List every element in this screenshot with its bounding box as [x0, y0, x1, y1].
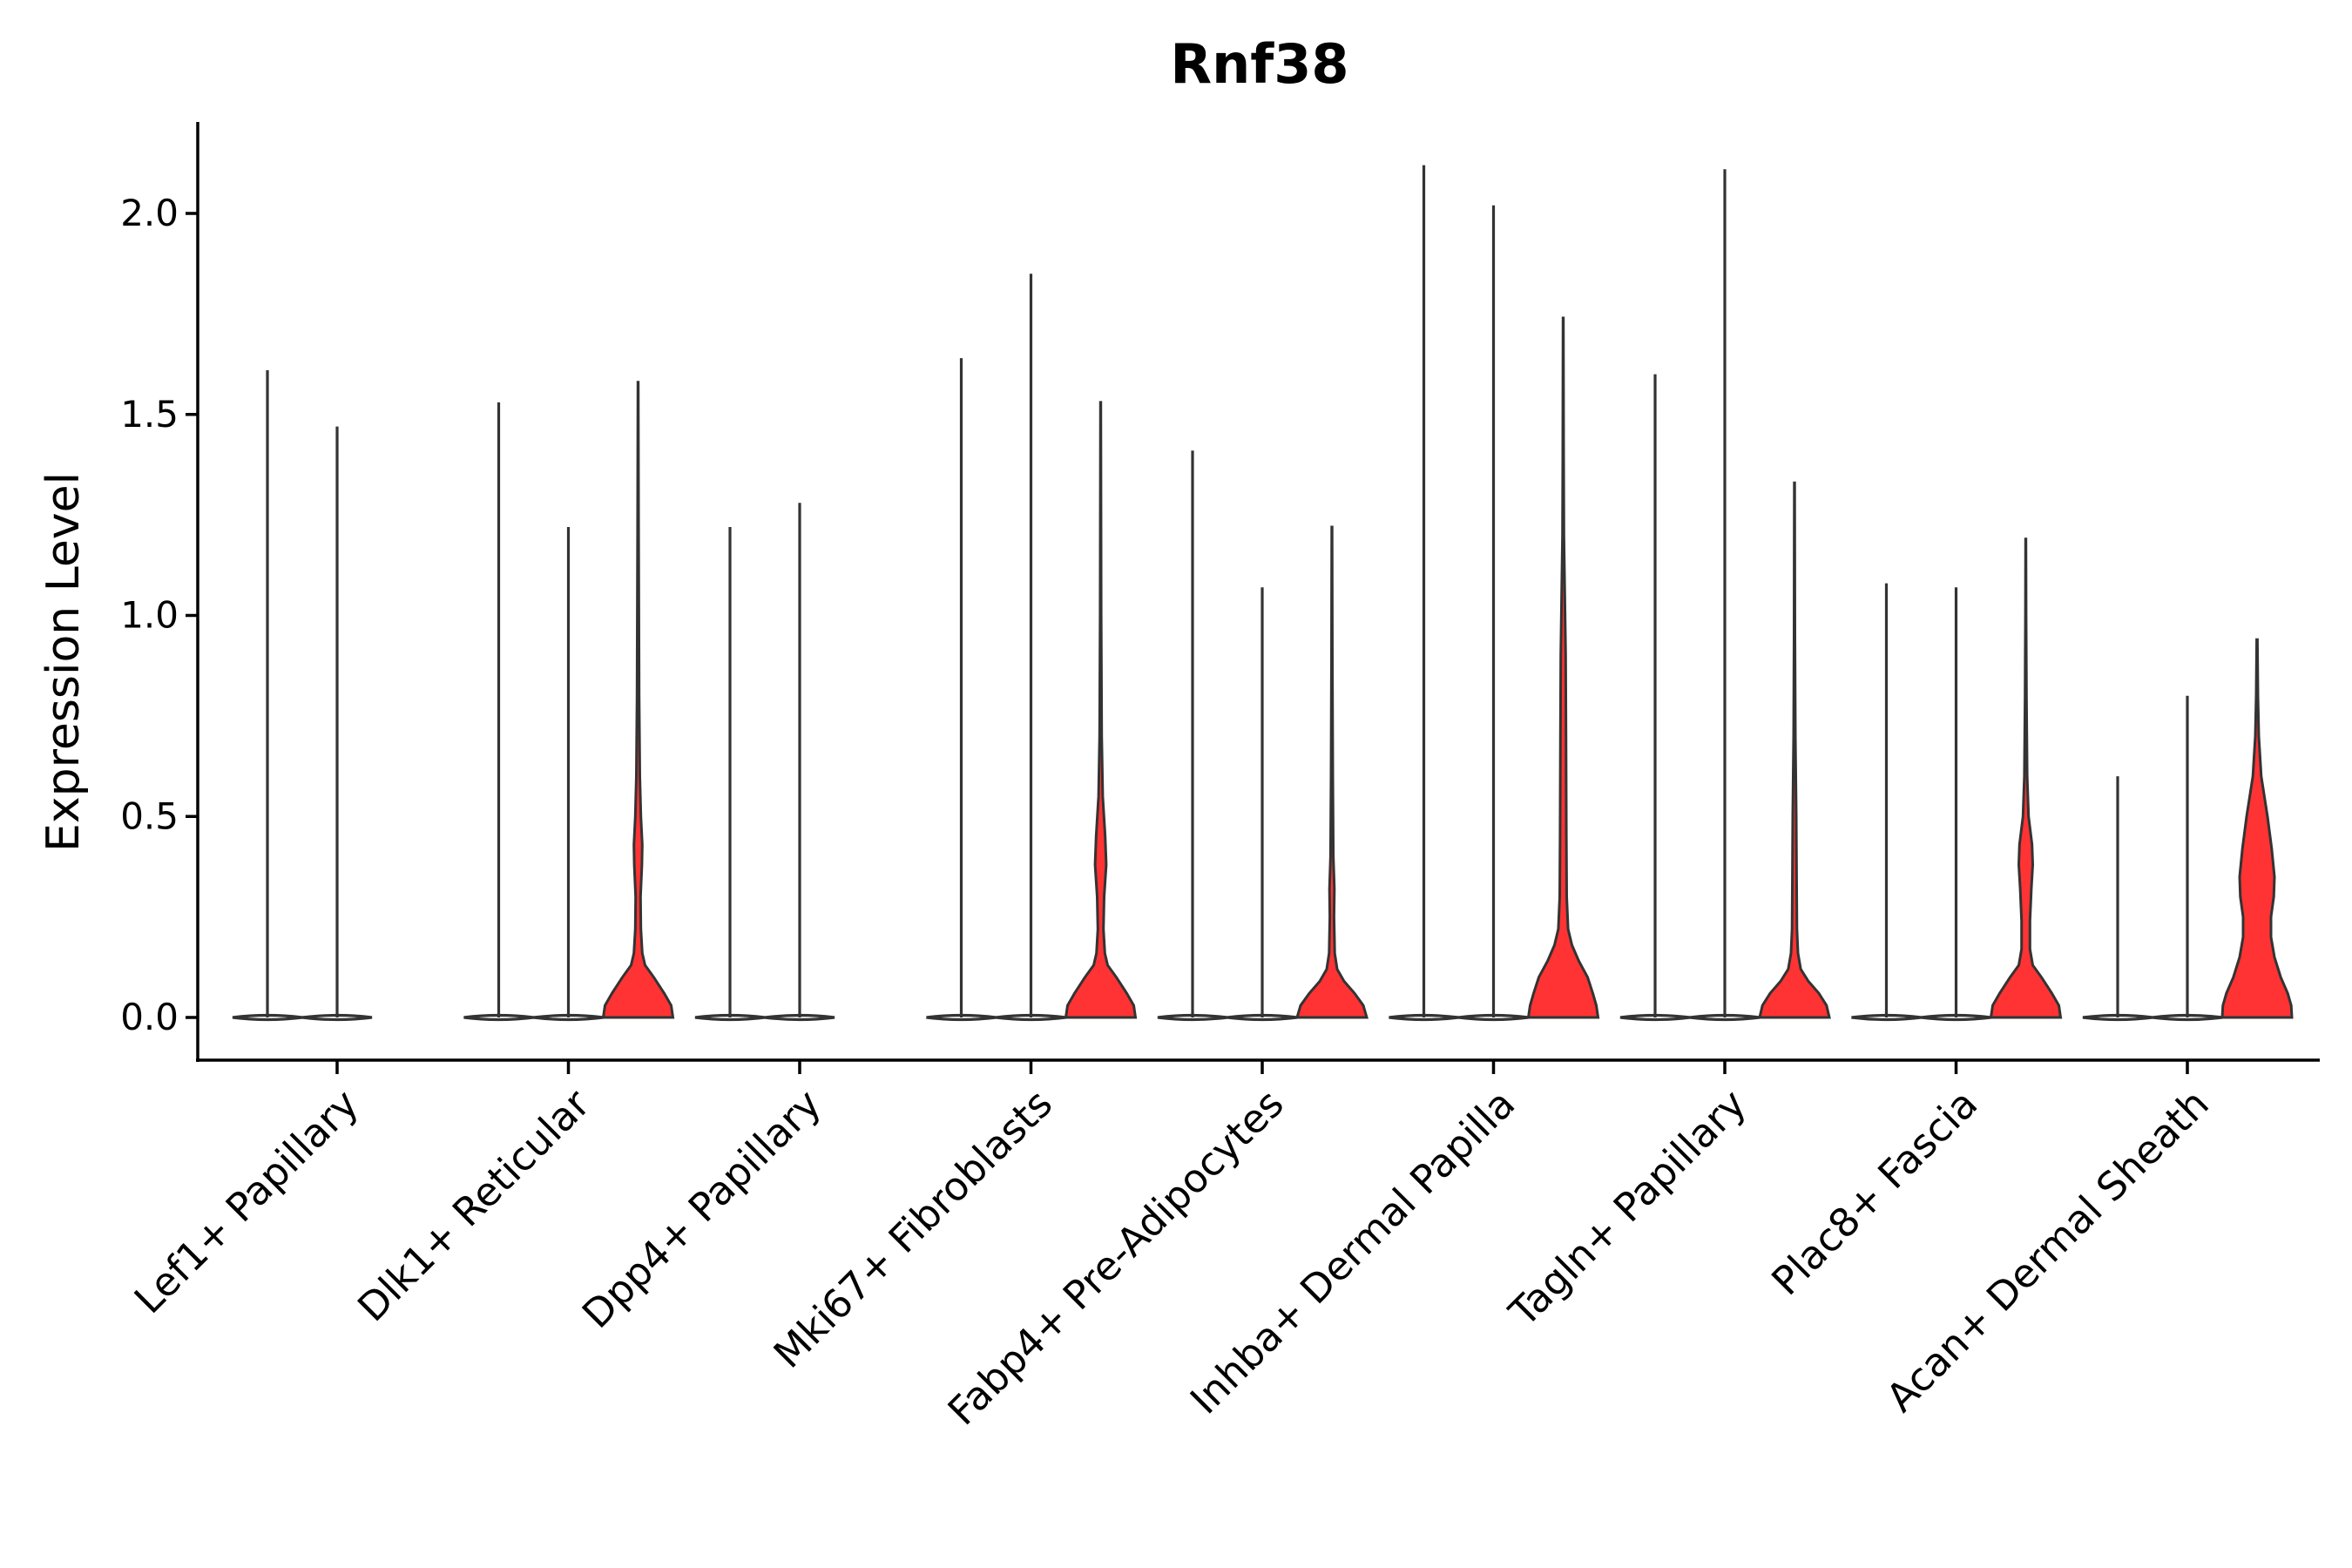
violin-body [1064, 401, 1138, 1019]
violin-body [1295, 525, 1369, 1019]
x-tick-label: Lef1+ Papillary [125, 1080, 368, 1322]
x-tick-label: Dlk1+ Reticular [348, 1080, 598, 1330]
y-tick-label: 0.0 [120, 996, 179, 1038]
violin-body [601, 381, 675, 1019]
violin-body [1758, 481, 1831, 1019]
violin-body [1989, 537, 2063, 1019]
y-tick-label: 2.0 [120, 192, 179, 234]
x-tick-label: Tagln+ Papillary [1500, 1080, 1755, 1335]
violin-base [301, 1013, 373, 1022]
violin-marks [232, 165, 2294, 1022]
y-axis-ticks: 0.0 0.5 1.0 1.5 2.0 [120, 192, 198, 1038]
y-axis-label: Expression Level [37, 472, 90, 852]
y-tick-label: 1.5 [120, 393, 179, 436]
x-tick-label: Dpp4+ Papillary [573, 1080, 830, 1337]
violin-body [1526, 316, 1600, 1019]
violin-base [764, 1013, 835, 1022]
y-tick-label: 1.0 [120, 594, 179, 637]
y-tick-label: 0.5 [120, 794, 179, 837]
violin-body [2220, 638, 2294, 1019]
x-tick-label: Plac8+ Fascia [1762, 1080, 1986, 1304]
chart-title: Rnf38 [1170, 32, 1348, 96]
